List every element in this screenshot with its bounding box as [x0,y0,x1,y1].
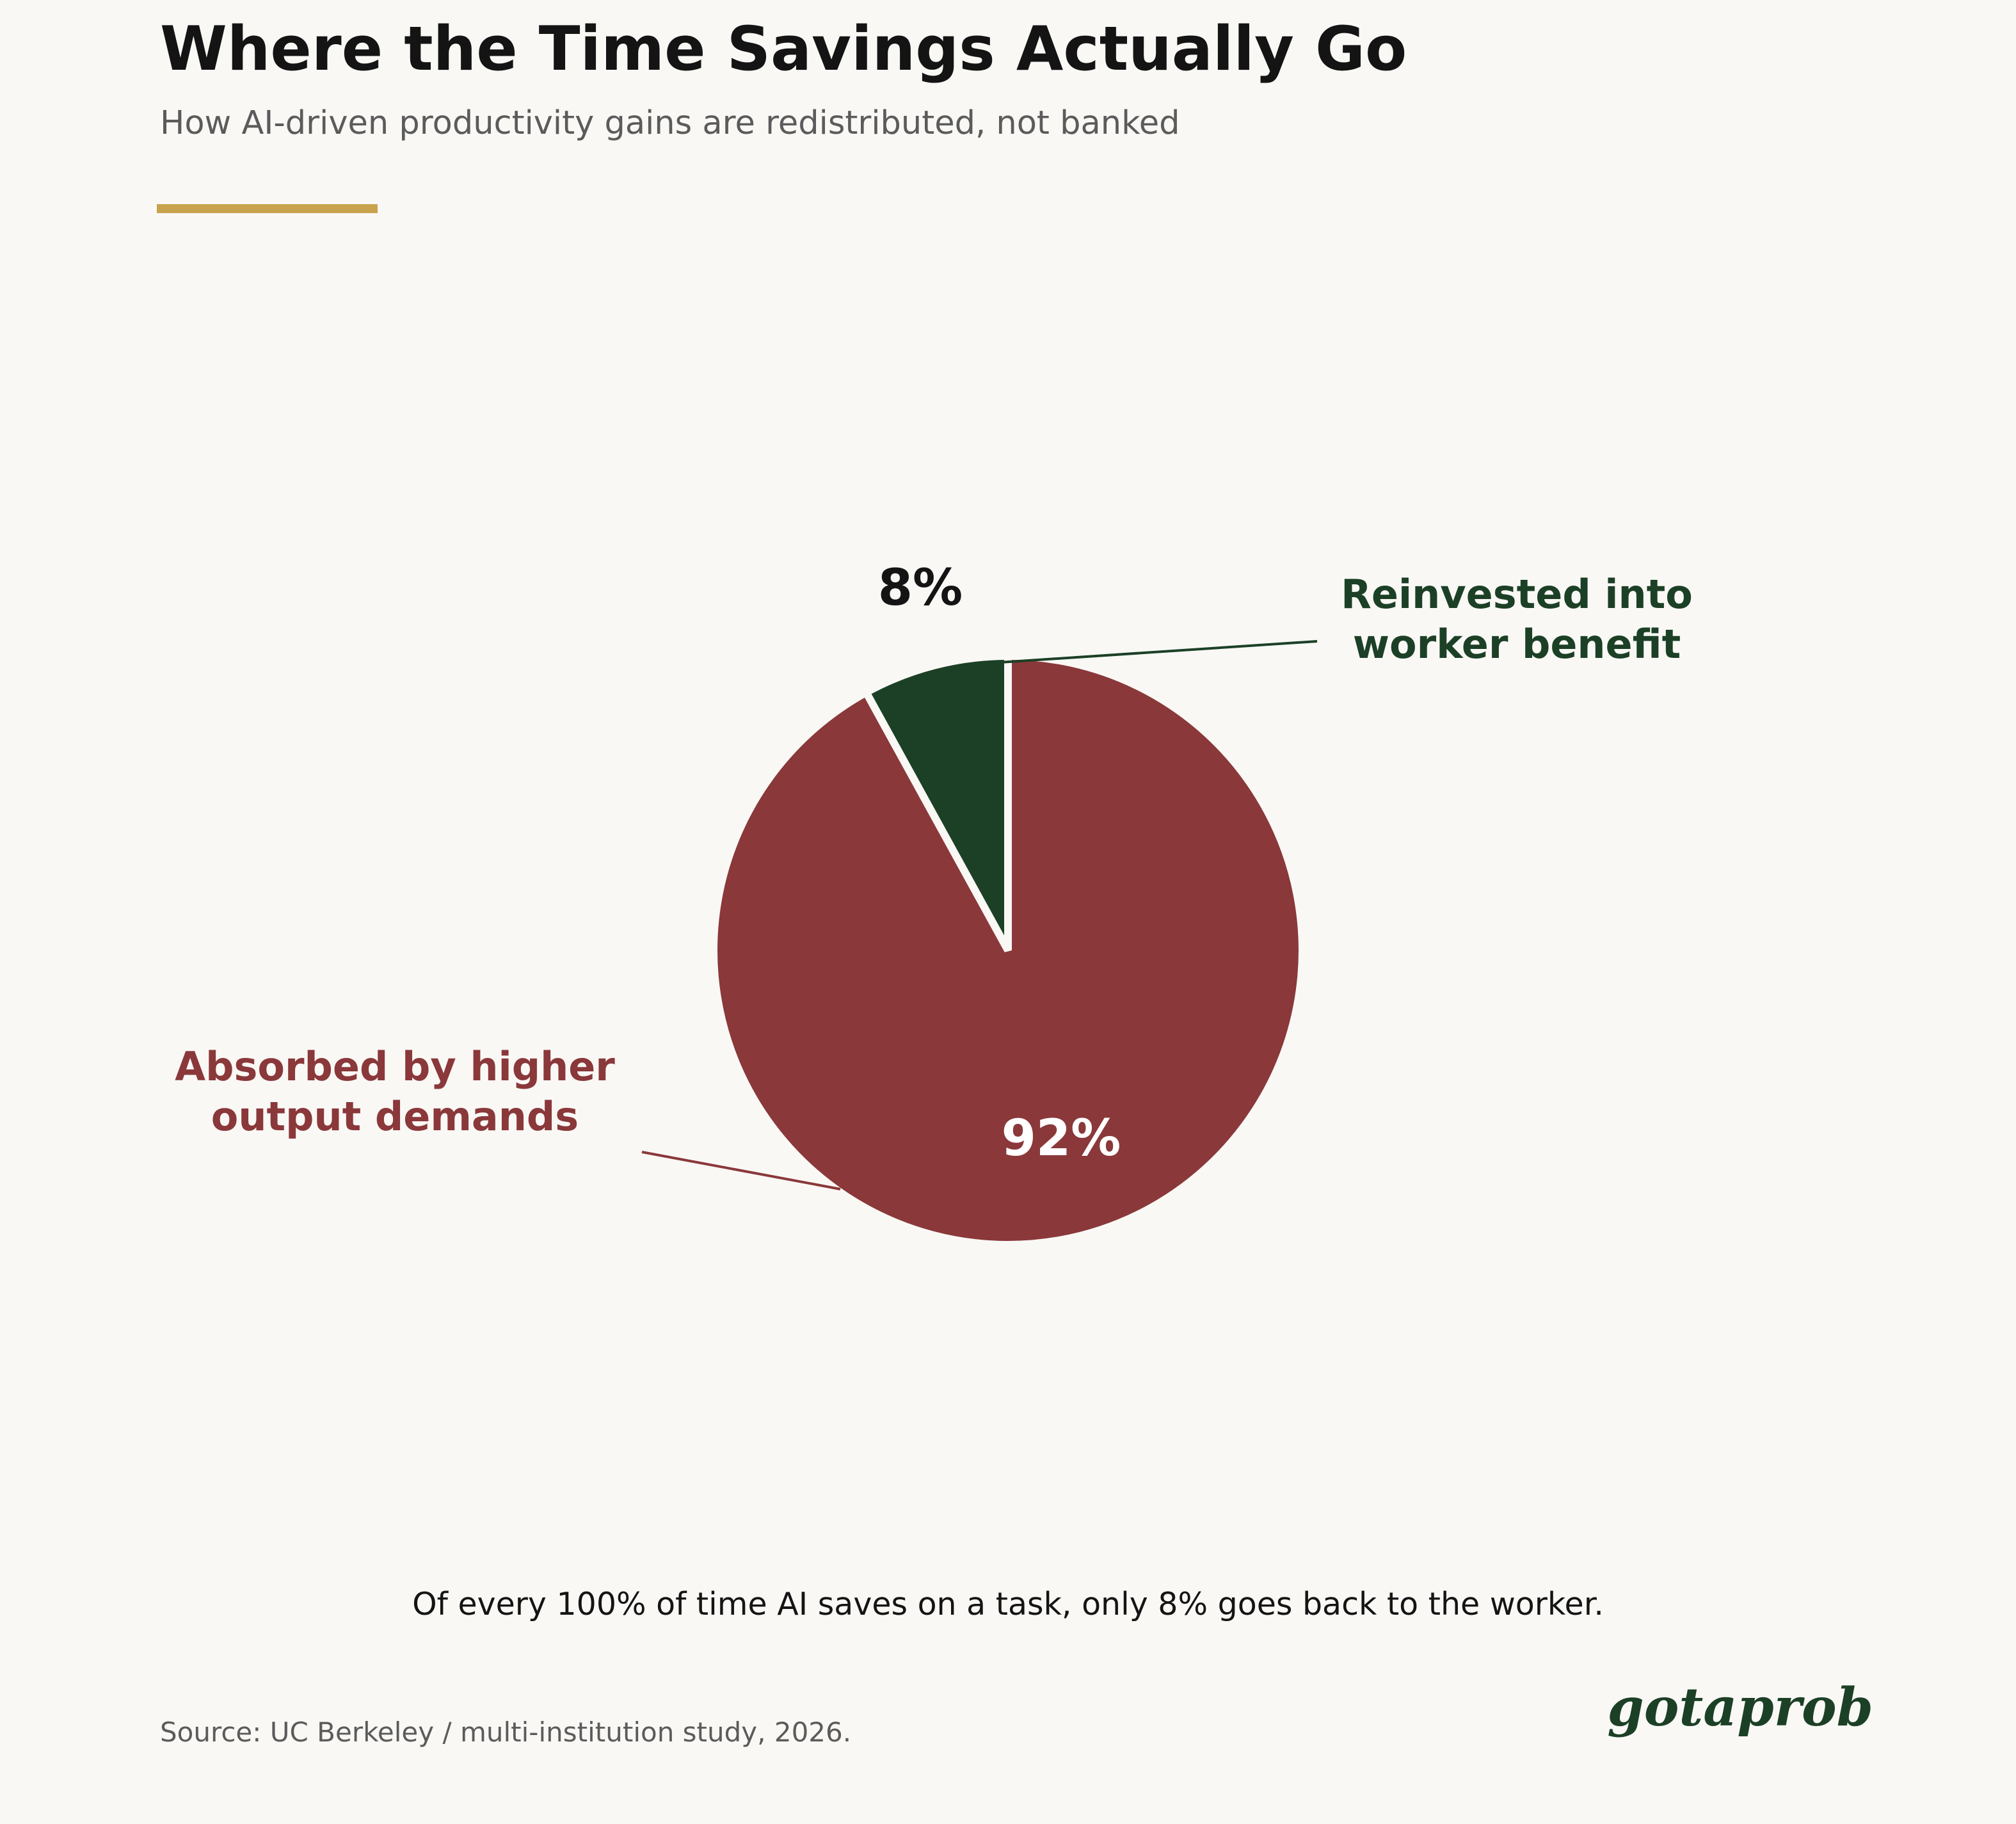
pie-slices [710,652,1306,1249]
leader-line-absorbed [641,1151,841,1190]
slice-label-absorbed: Absorbed by higher output demands [175,1043,615,1140]
chart-title: Where the Time Savings Actually Go [160,14,1407,84]
slice-label-line: output demands [211,1093,579,1140]
accent-rule [157,204,378,213]
pie-labels: 8% Reinvested into worker benefit 92% Absorb… [175,559,1693,1167]
source-note: Source: UC Berkeley / multi-institution … [160,1716,852,1748]
chart-caption: Of every 100% of time AI saves on a task… [412,1586,1604,1622]
pie-slice-reinvested [861,652,1012,952]
slice-label-reinvested: Reinvested into worker benefit [1341,571,1693,668]
pie-leader-lines [641,640,1318,1190]
brand-logo: gotaprob [1607,1677,1873,1738]
chart-subtitle: How AI-driven productivity gains are red… [160,104,1180,142]
slice-label-line: Reinvested into [1341,571,1693,618]
leader-line-reinvested [999,640,1318,664]
slice-label-line: worker benefit [1353,621,1681,668]
pie-slice-absorbed [710,652,1306,1249]
value-label-reinvested: 8% [878,559,963,617]
value-label-absorbed: 92% [1002,1110,1121,1167]
slice-label-line: Absorbed by higher [175,1043,615,1090]
